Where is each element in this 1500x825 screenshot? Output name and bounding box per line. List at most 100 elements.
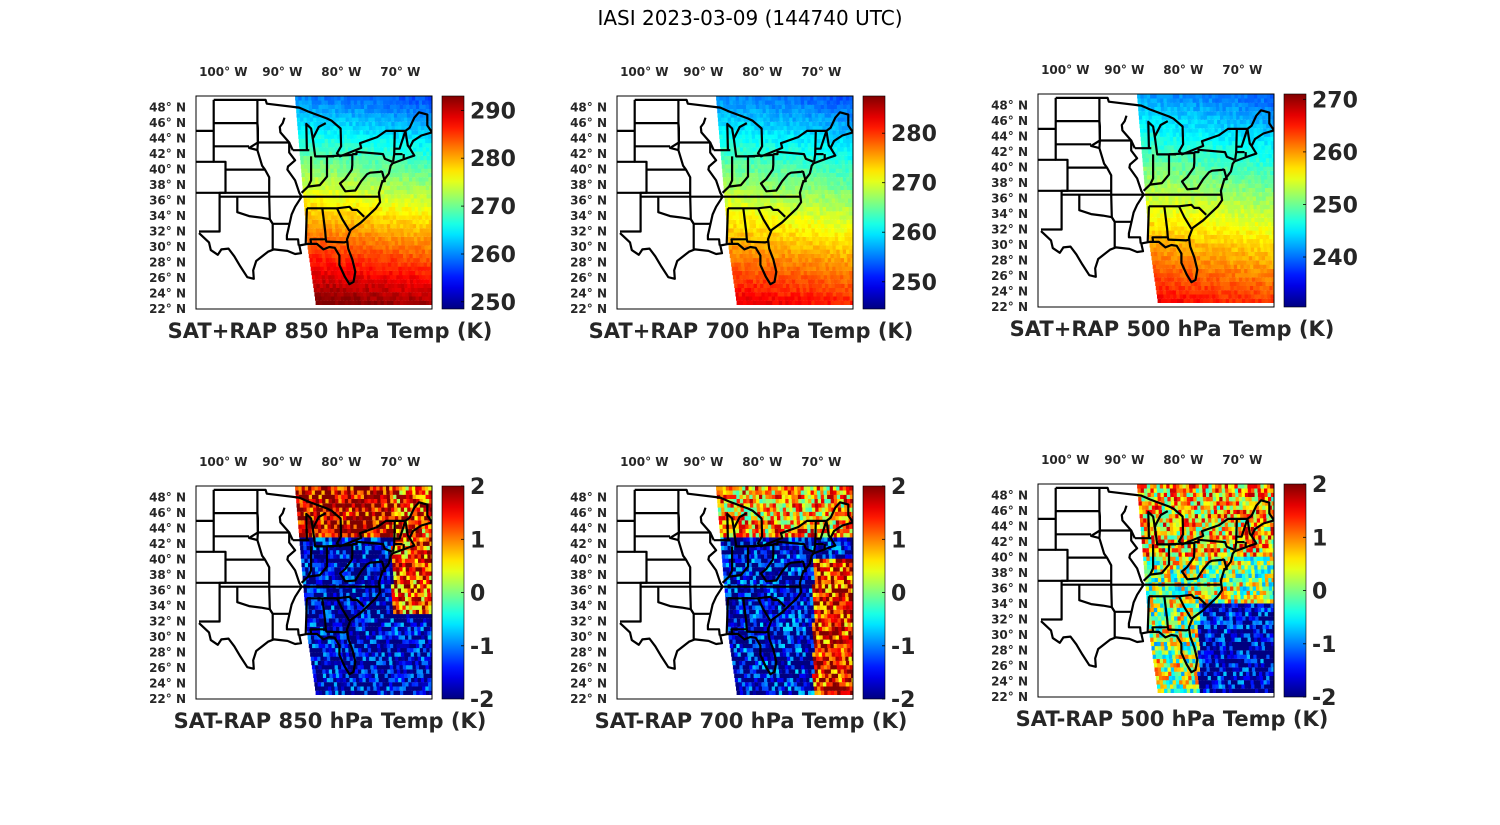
- swath-cell: [375, 236, 380, 242]
- swath-cell: [369, 270, 375, 276]
- swath-cell: [337, 249, 342, 254]
- swath-cell: [788, 181, 793, 186]
- swath-cell: [374, 147, 379, 152]
- swath-cell: [1158, 196, 1164, 201]
- swath-cell: [1214, 243, 1220, 248]
- swath-cell: [349, 245, 355, 250]
- swath-cell: [733, 253, 738, 259]
- swath-cell: [757, 202, 763, 207]
- swath-cell: [383, 108, 389, 114]
- swath-cell: [719, 130, 724, 135]
- swath-cell: [1179, 213, 1185, 218]
- swath-cell: [1236, 260, 1241, 265]
- swath-cell: [776, 232, 781, 237]
- swath-cell: [327, 168, 332, 173]
- swath-cell: [1162, 239, 1167, 244]
- swath-cell: [322, 300, 327, 305]
- swath-cell: [780, 164, 785, 169]
- swath-cell: [1159, 200, 1164, 205]
- swath-cell: [774, 177, 780, 182]
- swath-cell: [799, 121, 804, 127]
- swath-cell: [1149, 200, 1154, 205]
- swath-cell: [406, 258, 412, 263]
- swath-cell: [1194, 200, 1200, 205]
- swath-cell: [365, 160, 370, 165]
- swath-cell: [806, 292, 812, 297]
- swath-cell: [1199, 221, 1205, 227]
- swath-cell: [1232, 256, 1238, 261]
- swath-cell: [778, 223, 784, 229]
- swath-cell: [357, 223, 363, 229]
- swath-cell: [804, 147, 810, 152]
- swath-cell: [753, 198, 759, 203]
- swath-cell: [787, 206, 792, 212]
- swath-cell: [374, 155, 380, 161]
- swath-cell: [818, 198, 824, 203]
- swath-cell: [370, 296, 375, 301]
- swath-cell: [1149, 243, 1155, 248]
- swath-cell: [415, 219, 421, 225]
- swath-cell: [401, 202, 406, 207]
- swath-cell: [336, 198, 341, 203]
- swath-cell: [1270, 294, 1274, 299]
- swath-cell: [303, 151, 308, 156]
- swath-cell: [1194, 239, 1200, 244]
- swath-cell: [1257, 251, 1263, 257]
- swath-cell: [779, 236, 785, 242]
- swath-cell: [334, 100, 339, 105]
- swath-cell: [789, 121, 795, 127]
- swath-cell: [429, 108, 432, 114]
- swath-cell: [361, 113, 366, 118]
- swath-cell: [797, 270, 802, 276]
- swath-cell: [328, 275, 333, 280]
- swath-cell: [767, 287, 772, 293]
- swath-cell: [777, 292, 783, 297]
- swath-cell: [819, 245, 825, 250]
- swath-cell: [1172, 290, 1178, 295]
- swath-cell: [1251, 298, 1257, 303]
- swath-cell: [851, 160, 853, 165]
- swath-cell: [780, 125, 785, 131]
- swath-cell: [780, 287, 785, 293]
- swath-cell: [1254, 221, 1260, 227]
- swath-cell: [319, 262, 325, 267]
- swath-cell: [811, 300, 816, 305]
- swath-cell: [377, 113, 383, 118]
- swath-cell: [1187, 226, 1192, 231]
- swath-cell: [314, 138, 320, 144]
- swath-cell: [1221, 209, 1226, 214]
- swath-cell: [842, 270, 848, 276]
- swath-cell: [773, 236, 778, 242]
- swath-cell: [802, 194, 807, 199]
- swath-cell: [1264, 277, 1270, 282]
- swath-cell: [1230, 234, 1235, 240]
- swath-cell: [752, 253, 758, 259]
- swath-cell: [384, 189, 389, 195]
- swath-cell: [401, 164, 406, 169]
- swath-cell: [420, 155, 425, 161]
- swath-cell: [340, 130, 345, 135]
- swath-cell: [1160, 273, 1165, 278]
- swath-cell: [1191, 264, 1197, 269]
- swath-cell: [809, 160, 814, 165]
- swath-cell: [785, 300, 790, 305]
- swath-cell: [301, 172, 307, 178]
- swath-cell: [840, 253, 845, 259]
- swath-cell: [1190, 281, 1196, 286]
- swath-cell: [1249, 196, 1255, 201]
- swath-cell: [387, 155, 393, 161]
- swath-cell: [428, 219, 432, 225]
- swath-cell: [325, 151, 331, 156]
- swath-cell: [752, 143, 758, 148]
- swath-cell: [418, 211, 423, 216]
- swath-cell: [343, 134, 349, 139]
- swath-cell: [396, 253, 402, 259]
- swath-cell: [397, 198, 403, 203]
- swath-cell: [345, 155, 351, 161]
- swath-cell: [777, 245, 782, 250]
- swath-cell: [1217, 264, 1223, 269]
- swath-cell: [408, 270, 414, 276]
- swath-cell: [753, 113, 758, 118]
- swath-cell: [779, 121, 785, 127]
- swath-cell: [300, 125, 306, 131]
